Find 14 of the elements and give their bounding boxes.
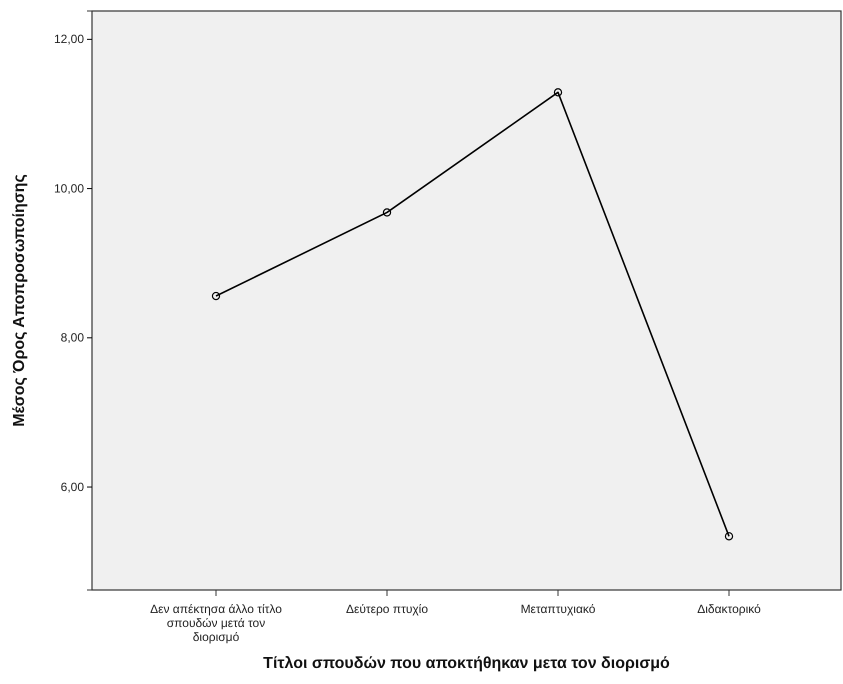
x-axis-title: Τίτλοι σπουδών που αποκτήθηκαν μετα τον διορισμό <box>263 655 670 672</box>
x-tick-label: Δεν απέκτησα άλλο τίτλο σπουδών μετά τον διορισμό <box>150 602 282 644</box>
y-tick-label: 6,00 <box>60 480 84 494</box>
point <box>382 208 392 217</box>
y-axis-title: Μέσος Όρος Αποπροσωποίησης <box>11 174 28 427</box>
point <box>554 88 562 96</box>
y-tick-label: 10,00 <box>54 181 84 196</box>
point <box>724 532 734 540</box>
x-tick-label: Μεταπτυχιακό <box>520 602 596 616</box>
y-tick-label: 12,00 <box>54 32 84 46</box>
point <box>212 292 220 300</box>
x-tick-label: Δεύτερο πτυχίο <box>346 602 428 616</box>
y-tick-label: 8,00 <box>60 330 84 345</box>
x-tick-label: Διδακτορικό <box>697 602 762 616</box>
